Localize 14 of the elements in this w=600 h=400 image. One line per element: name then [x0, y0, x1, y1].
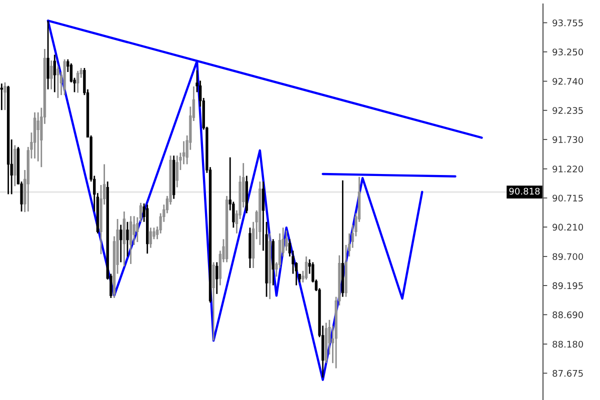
- y-tick-label: 92.740: [552, 78, 584, 85]
- y-tick-label: 91.730: [552, 136, 584, 144]
- y-tick-label: 91.220: [552, 166, 584, 172]
- y-tick-label: 87.675: [552, 370, 583, 377]
- y-tick-label: 92.235: [552, 107, 583, 114]
- y-tick-label: 90.715: [552, 194, 583, 202]
- y-tick-label: 89.700: [552, 253, 584, 260]
- y-tick-label: 88.690: [552, 311, 584, 318]
- y-tick-label: 93.755: [552, 19, 583, 26]
- ref-line-label: 90.818: [509, 188, 540, 195]
- y-tick-label: 89.195: [552, 282, 583, 290]
- y-tick-label: 90.210: [552, 224, 584, 231]
- y-tick-label: 93.250: [552, 48, 584, 56]
- y-tick-label: 88.180: [552, 340, 584, 348]
